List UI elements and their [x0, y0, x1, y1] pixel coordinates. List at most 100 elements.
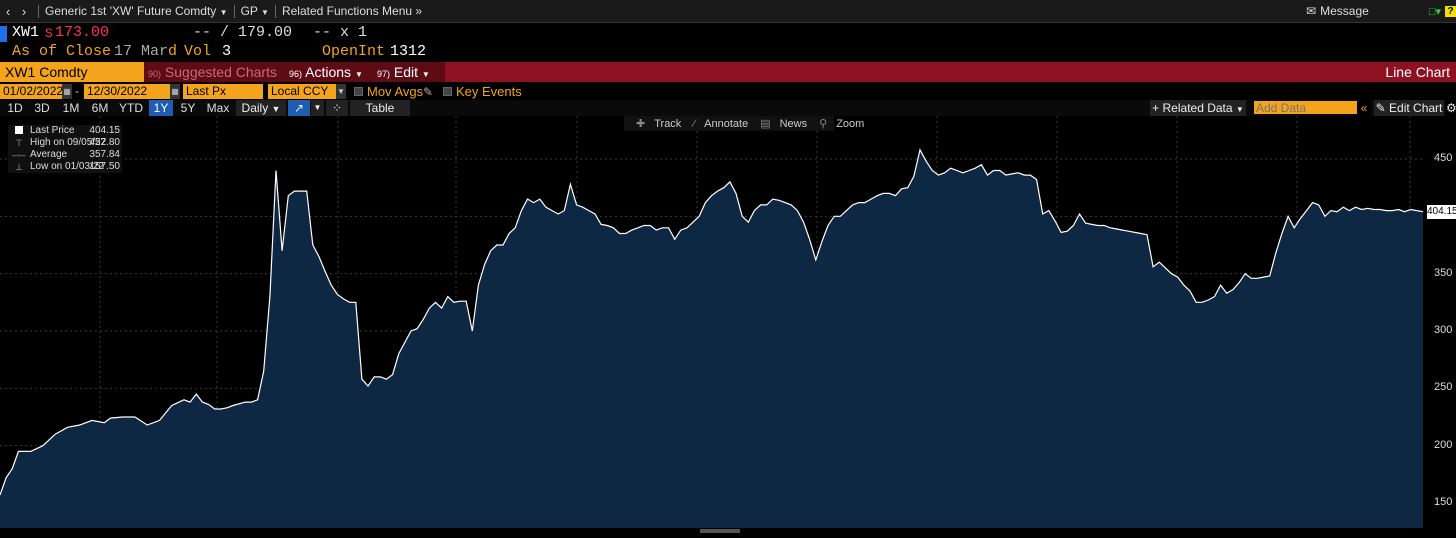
- actions-button[interactable]: 96) Actions ▼: [285, 62, 375, 82]
- legend-value: 457.80: [89, 137, 120, 148]
- legend-last-price: Last Price 404.15: [8, 125, 122, 137]
- edit-chart-button[interactable]: ✎ Edit Chart: [1374, 100, 1444, 116]
- dropdown-icon: ▼: [354, 70, 363, 79]
- frequency-label: Daily: [241, 101, 269, 115]
- low-marker-icon: ⊥: [15, 162, 23, 172]
- forward-arrow-icon[interactable]: ›: [21, 3, 27, 19]
- frequency-select[interactable]: Daily ▼: [236, 100, 286, 116]
- related-data-button[interactable]: + Related Data ▼: [1150, 100, 1246, 116]
- mov-avgs-checkbox[interactable]: [354, 87, 363, 96]
- open-interest-value: 1312: [390, 43, 427, 60]
- exchange-flag: d: [168, 43, 178, 60]
- bid-ask-size: -- x 1: [313, 24, 368, 41]
- high-marker-icon: ⊤: [15, 138, 23, 148]
- quote-ticker: XW1: [12, 24, 40, 41]
- suggested-label: Suggested Charts: [164, 64, 277, 80]
- line-chart-icon[interactable]: ↗: [288, 100, 310, 116]
- dropdown-icon: ▼: [421, 70, 430, 79]
- period-6m[interactable]: 6M: [91, 101, 109, 115]
- security-menu[interactable]: Generic 1st 'XW' Future Comdty ▼: [45, 4, 228, 18]
- date-dash: -: [75, 84, 79, 98]
- key-events-label[interactable]: Key Events: [456, 84, 522, 99]
- legend-label: High on 09/05/22: [30, 137, 107, 148]
- separator: [274, 4, 276, 18]
- legend-low: ⊥ Low on 01/03/22 157.50: [8, 161, 122, 173]
- gp-label: GP: [240, 4, 258, 18]
- period-1d[interactable]: 1D: [7, 101, 23, 115]
- separator: [233, 4, 235, 18]
- collapse-icon[interactable]: «: [1357, 100, 1371, 116]
- gear-icon[interactable]: ⚙: [1446, 100, 1456, 116]
- end-date-input[interactable]: 12/30/2022: [84, 84, 170, 99]
- track-tool[interactable]: ✚ Track: [630, 117, 681, 130]
- field-select[interactable]: Last Px: [183, 84, 263, 99]
- annotate-tool[interactable]: ∕ Annotate: [687, 118, 748, 130]
- scrollbar-thumb[interactable]: [700, 529, 740, 533]
- square-icon: [12, 125, 26, 137]
- edit-label: Edit: [393, 64, 419, 80]
- security-marker: [0, 26, 7, 42]
- y-tick-label: 350: [1434, 266, 1453, 279]
- table-button[interactable]: Table: [350, 100, 410, 116]
- period-5y[interactable]: 5Y: [180, 101, 196, 115]
- annotate-icon: ∕: [693, 117, 696, 130]
- double-chevron-down-icon: »: [415, 4, 423, 18]
- related-functions-menu[interactable]: Related Functions Menu »: [282, 4, 422, 18]
- ticker-input[interactable]: XW1 Comdty: [0, 62, 145, 82]
- legend-label: Average: [30, 149, 68, 160]
- dropdown-icon: ▼: [261, 8, 269, 17]
- gp-menu[interactable]: GP ▼: [241, 4, 269, 18]
- track-label: Track: [654, 118, 682, 130]
- window-icon[interactable]: □▾: [1428, 5, 1441, 18]
- average-marker-icon: –◦–: [12, 150, 26, 160]
- chevron-down-icon[interactable]: ▼: [311, 100, 324, 116]
- price-chart[interactable]: [0, 116, 1456, 538]
- period-1y[interactable]: 1Y: [149, 100, 173, 116]
- legend-label: Last Price: [30, 125, 75, 136]
- function-bar: XW1 Comdty 90) Suggested Charts 96) Acti…: [0, 62, 1456, 82]
- period-max[interactable]: Max: [206, 101, 230, 115]
- chart-tools: ✚ Track ∕ Annotate ▤ News ⚲ Zoom: [624, 116, 864, 131]
- add-data-input[interactable]: [1254, 101, 1358, 114]
- legend-value: 357.84: [89, 149, 120, 160]
- edit-chart-label: Edit Chart: [1389, 101, 1443, 115]
- help-icon[interactable]: ?: [1445, 5, 1456, 17]
- legend-high: ⊤ High on 09/05/22 457.80: [8, 137, 122, 149]
- calendar-icon[interactable]: ▦: [62, 84, 72, 99]
- start-date-input[interactable]: 01/02/2022: [0, 84, 63, 99]
- dropdown-icon: ▼: [1235, 105, 1244, 114]
- message-button[interactable]: Message: [1320, 4, 1369, 18]
- quote-line-1: XW1 S 173.00 -- / 179.00 -- x 1: [0, 24, 1456, 44]
- envelope-icon[interactable]: ✉: [1306, 4, 1317, 18]
- actions-num: 96): [289, 69, 303, 79]
- top-right-controls: ✉ Message □▾ ?: [1306, 0, 1456, 22]
- dropdown-icon: ▼: [219, 8, 228, 17]
- key-events-checkbox[interactable]: [443, 87, 452, 96]
- suggested-num: 90): [148, 69, 162, 79]
- security-label: Generic 1st 'XW' Future Comdty: [45, 4, 217, 18]
- chart-type-title: Line Chart: [1385, 64, 1450, 80]
- period-ytd[interactable]: YTD: [119, 101, 143, 115]
- news-tool[interactable]: ▤ News: [754, 117, 807, 130]
- calendar-icon[interactable]: ▦: [170, 84, 180, 99]
- bar-style-icon[interactable]: ⁘: [326, 100, 348, 116]
- annotate-label: Annotate: [704, 117, 749, 130]
- mov-avgs-label[interactable]: Mov Avgs: [367, 84, 424, 99]
- legend-value: 157.50: [89, 161, 120, 172]
- as-of-label: As of Close: [12, 43, 112, 60]
- price-line: [0, 148, 1424, 496]
- legend-label: Low on 01/03/22: [30, 161, 104, 172]
- pencil-icon[interactable]: ✎: [423, 85, 434, 99]
- open-interest-label: OpenInt: [322, 43, 386, 60]
- period-3d[interactable]: 3D: [34, 101, 50, 115]
- currency-select[interactable]: Local CCY: [268, 84, 336, 99]
- volume-value: 3: [222, 43, 232, 60]
- zoom-tool[interactable]: ⚲ Zoom: [813, 117, 864, 130]
- period-1m[interactable]: 1M: [62, 101, 80, 115]
- y-tick-label: 200: [1434, 438, 1453, 451]
- chevron-down-icon[interactable]: ▼: [336, 84, 346, 99]
- news-icon: ▤: [760, 118, 771, 130]
- suggested-charts-button[interactable]: 90) Suggested Charts: [144, 62, 290, 82]
- back-arrow-icon[interactable]: ‹: [5, 3, 11, 19]
- edit-button[interactable]: 97) Edit ▼: [373, 62, 445, 82]
